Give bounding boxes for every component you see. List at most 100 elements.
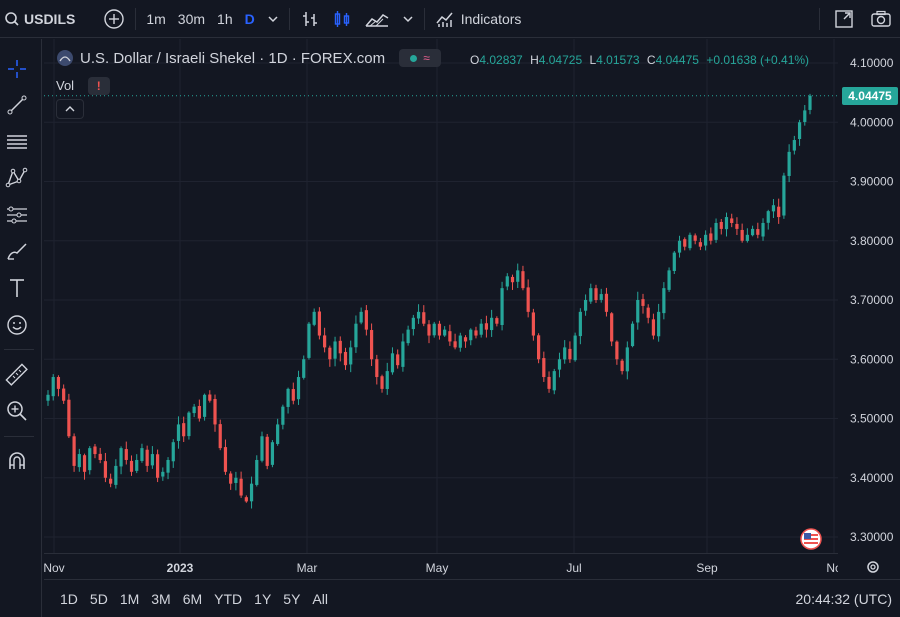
fullscreen-icon	[835, 10, 853, 28]
candle-body	[578, 311, 582, 337]
candle	[537, 333, 541, 364]
candle	[359, 307, 363, 325]
magnet-icon	[9, 452, 25, 469]
camera-icon	[871, 10, 891, 27]
candle	[135, 454, 139, 474]
candlestick-chart[interactable]	[44, 39, 838, 553]
emoji-tool[interactable]	[3, 311, 31, 339]
candle	[244, 495, 248, 503]
candle-body	[453, 341, 457, 348]
candle-body	[354, 323, 358, 348]
interval-30m[interactable]: 30m	[177, 10, 206, 27]
range-6m[interactable]: 6M	[182, 590, 203, 607]
candle-body	[573, 335, 577, 361]
candle-body	[401, 341, 405, 367]
candle-body	[677, 240, 682, 253]
ruler-tool[interactable]	[3, 361, 31, 389]
candle-body	[563, 347, 567, 360]
interval-d[interactable]: D	[244, 10, 255, 27]
candle	[349, 340, 353, 373]
candle	[140, 443, 144, 463]
candle-body	[583, 300, 588, 311]
area-chart-button[interactable]	[358, 0, 396, 38]
range-1y[interactable]: 1Y	[254, 590, 272, 607]
price-axis-ticks: 4.10000 4.00000 3.90000 3.80000 3.70000 3.600…	[850, 56, 894, 544]
trend-line-tool[interactable]	[3, 91, 31, 119]
candle-body	[526, 287, 530, 312]
magnet-tool[interactable]	[3, 447, 31, 475]
candle-body	[82, 455, 87, 472]
interval-dropdown[interactable]	[261, 0, 285, 38]
interval-1h[interactable]: 1h	[217, 10, 233, 27]
vol-warning-icon[interactable]: !	[87, 77, 110, 95]
range-1m[interactable]: 1M	[119, 590, 140, 607]
candle-body	[265, 436, 269, 466]
time-tick-label: Mar	[297, 561, 318, 575]
snapshot-button[interactable]	[864, 0, 900, 38]
compare-button[interactable]	[97, 0, 131, 38]
bar-chart-button[interactable]	[294, 0, 326, 38]
brush-tool[interactable]	[3, 237, 31, 265]
candle	[390, 347, 395, 375]
chart-pane[interactable]	[44, 39, 838, 553]
range-all[interactable]: All	[312, 590, 328, 607]
candle-body	[771, 205, 776, 212]
candle	[443, 326, 447, 337]
text-tool[interactable]	[3, 274, 31, 302]
crosshair-tool[interactable]	[3, 55, 31, 83]
candles-button[interactable]	[326, 0, 358, 38]
candle	[406, 325, 410, 346]
fib-tool[interactable]	[3, 201, 31, 229]
candle	[109, 473, 113, 488]
separator	[135, 7, 137, 30]
pattern-tool[interactable]	[3, 164, 31, 192]
candle	[479, 319, 483, 338]
candle-body	[797, 122, 802, 139]
candle-body	[521, 271, 525, 289]
chart-type-dropdown[interactable]	[396, 0, 420, 38]
fullscreen-button[interactable]	[824, 0, 864, 38]
clock[interactable]: 20:44:32 (UTC)	[795, 590, 892, 607]
vol-label: Vol	[56, 78, 75, 93]
candle-body	[495, 318, 499, 324]
candle	[625, 341, 629, 380]
range-5d[interactable]: 5D	[89, 590, 108, 607]
candle-body	[229, 473, 233, 484]
last-price-tag: 4.04475	[842, 87, 898, 105]
candle	[484, 315, 489, 338]
candle-body	[333, 341, 337, 359]
high-label: H	[530, 53, 539, 67]
range-ytd[interactable]: YTD	[214, 590, 243, 607]
volume-legend[interactable]: Vol !	[56, 77, 110, 95]
candle-body	[766, 211, 770, 223]
range-1d[interactable]: 1D	[60, 590, 78, 607]
candle	[526, 279, 530, 318]
price-tick-label: 3.50000	[850, 412, 894, 426]
wave-icon: ≈	[423, 51, 430, 65]
candle	[573, 332, 577, 362]
horizontal-lines-tool[interactable]	[3, 128, 31, 156]
collapse-legend-button[interactable]	[56, 99, 84, 119]
candle	[636, 291, 640, 330]
indicators-button[interactable]: Indicators	[429, 0, 528, 38]
chart-settings-button[interactable]	[862, 556, 884, 578]
candle-body	[197, 405, 201, 419]
range-5y[interactable]: 5Y	[283, 590, 301, 607]
us-flag-icon[interactable]	[800, 528, 822, 555]
time-axis[interactable]: Nov 2023 Mar May Jul Sep No	[43, 553, 842, 579]
candle	[469, 328, 473, 346]
price-axis[interactable]: 4.10000 4.00000 3.90000 3.80000 3.70000 3.600…	[838, 39, 900, 553]
candle	[495, 316, 499, 327]
zoom-tool[interactable]	[3, 397, 31, 425]
candle-body	[594, 288, 598, 300]
candle	[683, 237, 687, 251]
market-status-pill[interactable]: ≈	[399, 49, 442, 67]
interval-1m[interactable]: 1m	[146, 10, 166, 27]
candle-body	[302, 359, 306, 378]
range-3m[interactable]: 3M	[151, 590, 171, 607]
candle-body	[740, 229, 744, 241]
symbol-search[interactable]: USDILS	[0, 0, 81, 38]
candle-body	[531, 312, 535, 336]
chart-legend: U.S. Dollar / Israeli Shekel · 1D · FORE…	[56, 49, 442, 67]
candle-body	[286, 388, 290, 407]
